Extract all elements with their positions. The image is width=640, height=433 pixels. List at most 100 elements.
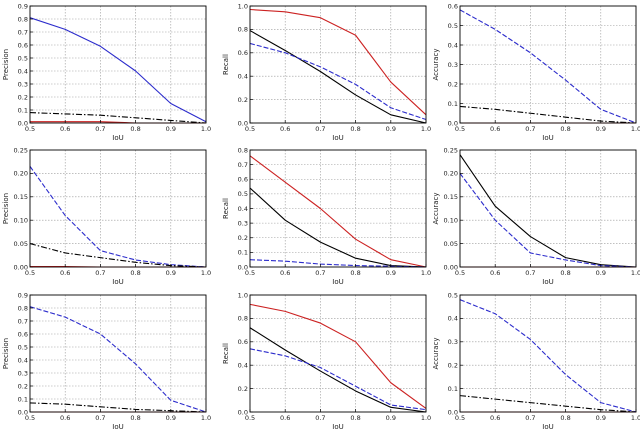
plot-frame (29, 294, 207, 413)
x-tick-label: 0.7 (315, 125, 325, 133)
x-tick-label: 0.5 (455, 125, 465, 133)
x-tick-label: 0.7 (95, 414, 105, 422)
y-tick-label: 0.8 (238, 315, 248, 323)
y-tick-label: 0.25 (444, 146, 458, 154)
x-tick-label: 0.9 (166, 125, 176, 133)
y-tick-label: 0.0 (18, 408, 28, 416)
y-axis-label: Accuracy (432, 193, 440, 225)
y-tick-label: 0.5 (18, 54, 28, 62)
y-tick-label: 0.00 (14, 263, 28, 271)
line-chart-3: 0.5 0.6 0.7 0.8 0.9 1.0 0.0 0.1 0.2 0.3 0.4 0.5 0.6 I… (432, 2, 640, 142)
chart-panel-4: 0.5 0.6 0.7 0.8 0.9 1.0 0.00 0.05 0.10 0.15 0.20 0.… (0, 144, 211, 288)
y-tick-label: 0.8 (238, 146, 248, 154)
y-tick-label: 0.2 (238, 96, 248, 104)
y-tick-label: 0.4 (238, 362, 248, 370)
y-tick-label: 0.8 (18, 304, 28, 312)
series-line-1 (29, 306, 207, 413)
x-tick-label: 0.6 (490, 125, 500, 133)
y-tick-label: 0.0 (18, 119, 28, 127)
plot-frame (249, 5, 427, 124)
y-tick-label: 0.9 (18, 2, 28, 10)
y-tick-label: 0.4 (18, 67, 28, 75)
series-line-2 (29, 402, 207, 413)
y-tick-label: 0.20 (14, 170, 28, 178)
y-tick-label: 0.0 (448, 408, 458, 416)
y-tick-label: 1.0 (238, 291, 248, 299)
x-axis-label: IoU (332, 423, 343, 431)
y-tick-label: 0.0 (238, 119, 248, 127)
series-line-1 (249, 155, 427, 268)
series-line-2 (249, 187, 427, 268)
x-tick-label: 1.0 (631, 414, 640, 422)
y-tick-label: 0.4 (238, 73, 248, 81)
y-axis-label: Precision (2, 49, 10, 80)
series-line-3 (249, 348, 427, 411)
y-tick-label: 0.6 (18, 330, 28, 338)
x-tick-label: 0.6 (280, 125, 290, 133)
x-tick-label: 0.9 (596, 269, 606, 277)
x-tick-label: 0.5 (25, 414, 35, 422)
y-tick-label: 0.6 (238, 176, 248, 184)
x-tick-label: 1.0 (201, 414, 211, 422)
y-axis-label: Recall (222, 54, 230, 75)
x-axis-label: IoU (112, 423, 123, 431)
y-tick-label: 0.2 (238, 385, 248, 393)
x-tick-label: 0.9 (596, 414, 606, 422)
x-tick-label: 0.5 (245, 414, 255, 422)
chart-panel-1: 0.5 0.6 0.7 0.8 0.9 1.0 0.0 0.1 0.2 0.3 0.4 0.5 0.6 0… (0, 0, 211, 144)
x-tick-label: 0.6 (60, 414, 70, 422)
line-chart-9: 0.5 0.6 0.7 0.8 0.9 1.0 0.0 0.1 0.2 0.3 0.4 0.5 IoU A… (432, 291, 640, 431)
y-tick-label: 0.5 (238, 190, 248, 198)
y-tick-label: 0.5 (448, 291, 458, 299)
x-tick-label: 0.5 (455, 269, 465, 277)
x-tick-label: 1.0 (421, 125, 431, 133)
line-chart-6: 0.5 0.6 0.7 0.8 0.9 1.0 0.00 0.05 0.10 0.15 0.20 0.… (432, 146, 640, 286)
series-line-1 (459, 9, 637, 124)
y-tick-label: 0.4 (448, 41, 458, 49)
series-line-2 (459, 395, 637, 413)
y-tick-label: 0.6 (238, 338, 248, 346)
y-tick-label: 0.2 (238, 234, 248, 242)
x-axis-label: IoU (542, 134, 553, 142)
y-tick-label: 0.15 (14, 193, 28, 201)
series-line-2 (459, 105, 637, 124)
y-tick-label: 0.7 (238, 161, 248, 169)
line-chart-1: 0.5 0.6 0.7 0.8 0.9 1.0 0.0 0.1 0.2 0.3 0.4 0.5 0.6 0… (2, 2, 211, 142)
x-tick-label: 0.7 (315, 414, 325, 422)
y-tick-label: 0.25 (14, 146, 28, 154)
y-tick-label: 0.3 (238, 219, 248, 227)
x-axis-label: IoU (542, 278, 553, 286)
series-line-2 (249, 30, 427, 124)
x-tick-label: 0.7 (525, 125, 535, 133)
x-tick-label: 1.0 (421, 414, 431, 422)
x-tick-label: 0.5 (25, 125, 35, 133)
x-axis-label: IoU (112, 134, 123, 142)
y-tick-label: 0.6 (448, 2, 458, 10)
y-tick-label: 0.2 (448, 80, 458, 88)
x-tick-label: 0.9 (166, 414, 176, 422)
line-chart-8: 0.5 0.6 0.7 0.8 0.9 1.0 0.0 0.2 0.4 0.6 0.8 1.0 IoU R… (222, 291, 431, 431)
y-tick-label: 0.2 (18, 93, 28, 101)
x-tick-label: 0.7 (525, 269, 535, 277)
y-tick-label: 0.6 (238, 49, 248, 57)
series-line-2 (249, 327, 427, 413)
y-axis-label: Accuracy (432, 338, 440, 370)
y-tick-label: 0.7 (18, 317, 28, 325)
y-tick-label: 0.8 (18, 15, 28, 23)
x-tick-label: 0.5 (455, 414, 465, 422)
x-tick-label: 0.5 (245, 269, 255, 277)
x-tick-label: 0.8 (350, 125, 360, 133)
chart-panel-2: 0.5 0.6 0.7 0.8 0.9 1.0 0.0 0.2 0.4 0.6 0.8 1.0 IoU R… (220, 0, 431, 144)
y-tick-label: 0.2 (448, 362, 458, 370)
y-tick-label: 0.4 (448, 315, 458, 323)
x-tick-label: 0.6 (60, 125, 70, 133)
x-tick-label: 0.8 (350, 269, 360, 277)
series-line-2 (29, 243, 207, 268)
x-tick-label: 0.7 (525, 414, 535, 422)
y-tick-label: 0.10 (14, 217, 28, 225)
y-tick-label: 0.1 (18, 395, 28, 403)
y-tick-label: 0.6 (18, 41, 28, 49)
series-line-1 (29, 166, 207, 268)
x-axis-label: IoU (332, 134, 343, 142)
